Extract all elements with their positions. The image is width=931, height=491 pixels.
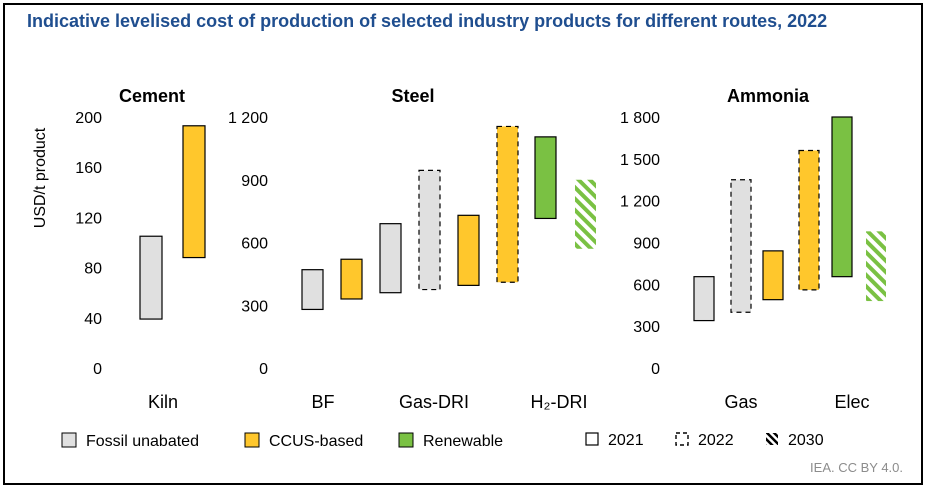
steel-panel: Steel 0 300 600 900 1 200 BF Gas-DRI H₂-DRI <box>228 86 596 412</box>
steel-y-tick-label: 1 200 <box>228 110 268 127</box>
steel-y-tick-label: 300 <box>241 298 268 315</box>
legend-label-fossil: Fossil unabated <box>86 433 199 450</box>
ammonia-y-tick-label: 1 200 <box>620 194 660 211</box>
ammonia-bar-elec-renewable-2030 <box>866 231 886 302</box>
source-note: IEA. CC BY 4.0. <box>810 460 903 475</box>
cement-bar-kiln-ccus-2021 <box>182 125 206 259</box>
cement-bar-kiln-fossil-2021 <box>139 235 163 320</box>
legend-swatch-2030 <box>766 433 778 445</box>
steel-bar-gas-dri-ccus-2022 <box>496 125 519 283</box>
chart-title: Indicative levelised cost of production … <box>27 11 828 31</box>
ammonia-bar-elec-renewable-2021 <box>831 116 853 278</box>
ammonia-y-tick-label: 1 800 <box>620 110 660 127</box>
legend-swatch-ccus <box>244 432 260 448</box>
ammonia-bar-gas-fossil-2022 <box>730 179 752 313</box>
steel-panel-title: Steel <box>391 86 434 106</box>
cement-panel-title: Cement <box>119 86 185 106</box>
legend-label-ccus: CCUS-based <box>269 433 363 450</box>
cement-category-label-kiln: Kiln <box>148 392 178 412</box>
cement-y-axis-label: USD/t product <box>32 127 49 228</box>
legend: Fossil unabated CCUS-based Renewable 202… <box>61 432 824 450</box>
legend-swatch-2021 <box>585 432 599 446</box>
steel-bar-bf-ccus-2021 <box>340 258 363 300</box>
cement-y-tick-label: 200 <box>75 110 102 127</box>
steel-bar-h2-dri-renewable-2021 <box>534 136 557 220</box>
ammonia-category-label-gas: Gas <box>724 392 757 412</box>
legend-swatch-fossil <box>61 432 77 448</box>
legend-swatch-2022 <box>675 432 689 446</box>
cement-y-tick-label: 40 <box>84 311 102 328</box>
steel-bar-bf-fossil-2021 <box>301 269 324 311</box>
ammonia-bar-gas-ccus-2022 <box>798 149 820 291</box>
ammonia-y-tick-label: 900 <box>633 236 660 253</box>
legend-label-2030: 2030 <box>788 432 824 449</box>
steel-y-tick-label: 0 <box>259 361 268 378</box>
steel-category-label-bf: BF <box>311 392 334 412</box>
cement-y-tick-label: 0 <box>93 361 102 378</box>
cement-y-tick-label: 160 <box>75 160 102 177</box>
ammonia-bar-gas-ccus-2021 <box>762 250 784 301</box>
steel-y-tick-label: 900 <box>241 173 268 190</box>
ammonia-panel: Ammonia 0 300 600 900 1 200 1 500 1 800 Gas Ele… <box>620 86 886 412</box>
ammonia-y-tick-label: 0 <box>651 361 660 378</box>
ammonia-y-tick-label: 1 500 <box>620 152 660 169</box>
steel-category-label-h2-dri: H₂-DRI <box>531 392 588 412</box>
ammonia-bar-gas-fossil-2021 <box>693 276 715 322</box>
steel-category-label-gas-dri: Gas-DRI <box>399 392 469 412</box>
legend-label-2021: 2021 <box>608 432 644 449</box>
steel-y-tick-label: 600 <box>241 236 268 253</box>
cement-y-tick-label: 120 <box>75 210 102 227</box>
ammonia-y-tick-label: 300 <box>633 319 660 336</box>
cement-panel: Cement USD/t product 0 40 80 120 160 200 Kiln <box>32 86 206 412</box>
steel-bar-h2-dri-renewable-2030 <box>575 179 596 249</box>
ammonia-panel-title: Ammonia <box>727 86 810 106</box>
legend-label-renewable: Renewable <box>423 433 503 450</box>
steel-bar-gas-dri-ccus-2021 <box>457 214 480 286</box>
ammonia-y-tick-label: 600 <box>633 277 660 294</box>
steel-bar-gas-dri-fossil-2021 <box>379 223 402 294</box>
ammonia-category-label-elec: Elec <box>834 392 869 412</box>
legend-swatch-renewable <box>398 432 414 448</box>
steel-bar-gas-dri-fossil-2022 <box>418 169 441 291</box>
chart-frame <box>3 3 923 485</box>
cement-y-tick-label: 80 <box>84 261 102 278</box>
legend-label-2022: 2022 <box>698 432 734 449</box>
